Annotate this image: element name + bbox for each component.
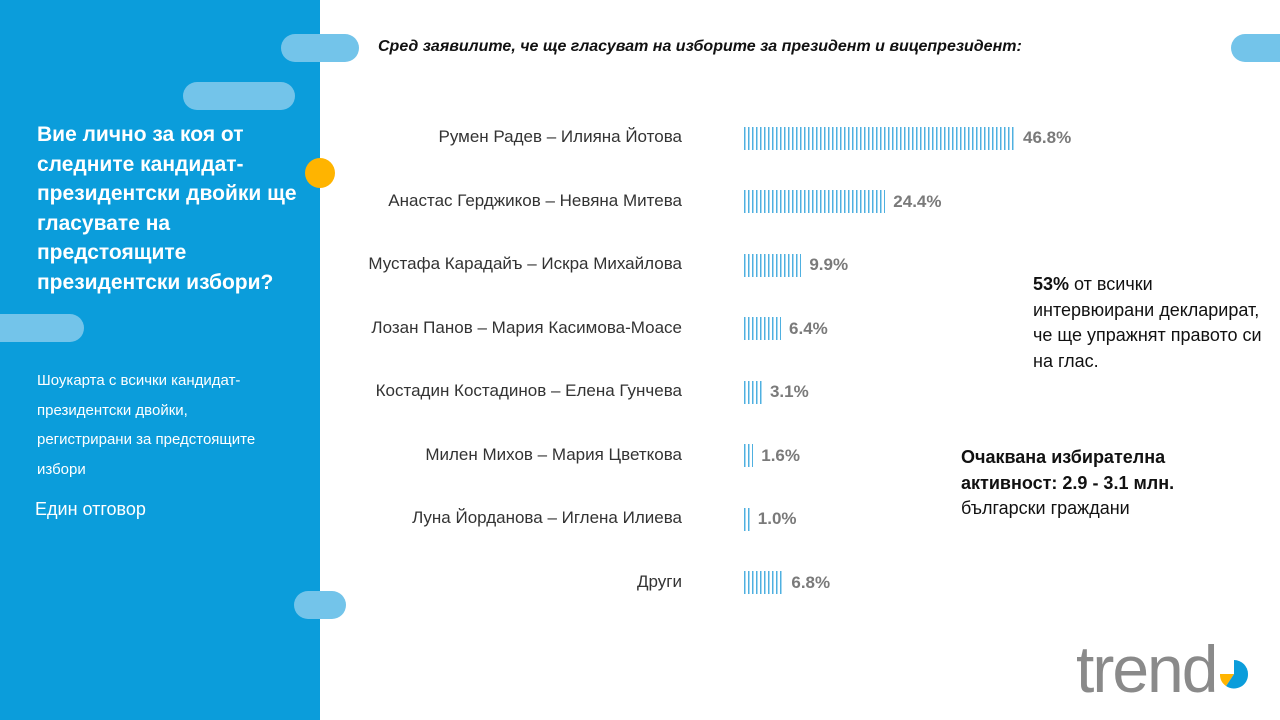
candidate-label: Луна Йорданова – Иглена Илиева [412,508,682,527]
expected-turnout-rest: български граждани [961,498,1130,518]
candidate-label: Анастас Герджиков – Невяна Митева [388,190,682,210]
decor-pill [281,34,359,62]
decor-pill [1231,34,1280,62]
value-label: 9.9% [809,255,849,274]
showcard-note: Шоукарта с всички кандидат-президентски … [37,372,256,478]
bar [744,190,886,213]
bar [744,380,762,404]
value-label: 46.8% [1023,128,1072,147]
answer-type-label: Един отговор [35,499,146,519]
value-label: 3.1% [769,382,809,401]
candidate-label: Други [637,571,682,591]
value-label: 1.0% [757,509,797,528]
chart-subtitle: Сред заявилите, че ще гласуват на избори… [378,38,1022,55]
question-text: Вие лично за коя от следните кандидат-пр… [37,123,297,294]
value-label: 1.6% [761,445,800,465]
value-label: 6.4% [789,318,828,338]
turnout-percent: 53% [1033,274,1070,294]
candidate-label: Румен Радев – Илияна Йотова [438,127,683,146]
expected-turnout-bold: Очаквана избирателна активност: 2.9 - 3.… [961,447,1175,493]
decor-dot [305,158,335,188]
decor-pill [183,82,295,110]
decor-pill [294,591,346,619]
candidate-label: Мустафа Карадайъ – Искра Михайлова [368,254,682,273]
decor-pill [0,314,84,342]
bar [744,444,754,467]
bar [744,126,1015,150]
logo-text: trend [1076,634,1216,699]
bar [744,317,782,340]
candidate-label: Лозан Панов – Мария Касимова-Моасе [371,317,682,337]
expected-turnout-info: Очаквана избирателна активност: 2.9 - 3.… [961,445,1221,522]
bar [744,253,802,277]
turnout-text: от всички интервюирани декларират, че ще… [1033,274,1262,371]
sidebar-panel: Вие лично за коя от следните кандидат-пр… [0,0,320,720]
trend-logo: trend [1076,632,1256,706]
candidate-label: Милен Михов – Мария Цветкова [425,444,682,464]
bar [744,507,750,531]
value-label: 24.4% [893,191,942,211]
turnout-info: 53% от всички интервюирани декларират, ч… [1033,272,1263,374]
candidate-label: Костадин Костадинов – Елена Гунчева [375,381,682,400]
value-label: 6.8% [791,572,831,592]
bar [744,571,784,594]
